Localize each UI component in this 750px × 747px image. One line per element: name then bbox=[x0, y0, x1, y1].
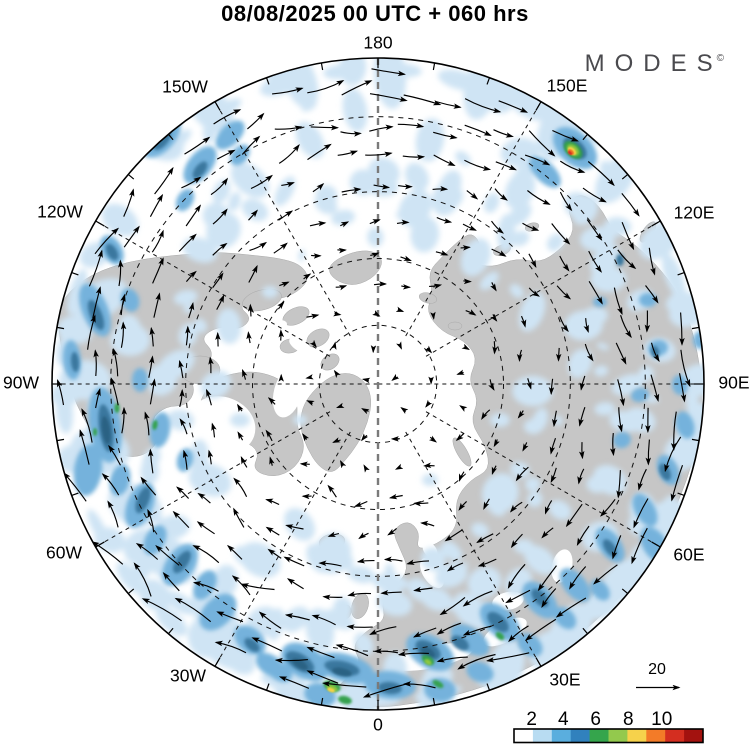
colorbar-segment bbox=[589, 729, 609, 743]
meridian-label-90E: 90E bbox=[718, 373, 749, 393]
modes-logo: MODES© bbox=[585, 50, 724, 78]
meridian-label-120E: 120E bbox=[674, 203, 715, 223]
meridian-label-0: 0 bbox=[373, 715, 383, 735]
meridian-labels: 180 150W 150E 120W 120E 90W 90E 60W 60E 30W 30E 0 bbox=[3, 33, 750, 735]
meridian-label-180: 180 bbox=[363, 33, 392, 53]
colorbar-tick-label: 2 bbox=[526, 709, 537, 730]
meridian-label-150W: 150W bbox=[162, 77, 208, 97]
sea-lake bbox=[291, 361, 319, 383]
wind-legend-value: 20 bbox=[648, 661, 666, 678]
colorbar-segment bbox=[514, 729, 534, 743]
colorbar-border bbox=[513, 728, 704, 744]
sea-lake bbox=[221, 513, 249, 527]
meridian-label-120W: 120W bbox=[37, 202, 83, 222]
colorbar-segment bbox=[684, 729, 704, 743]
wind-speed-legend: 20 bbox=[636, 661, 681, 691]
colorbar-segment bbox=[627, 729, 647, 743]
colorbar-tick-label: 6 bbox=[590, 709, 601, 730]
colorbar-tick-label: 10 bbox=[651, 709, 672, 730]
shade-8 bbox=[567, 150, 573, 156]
island bbox=[418, 292, 438, 304]
meridian-label-90W: 90W bbox=[3, 373, 39, 393]
colorbar-segment bbox=[532, 729, 553, 743]
sea-lake bbox=[289, 337, 311, 353]
wind-arrows-layer bbox=[57, 68, 691, 698]
shading-layer bbox=[52, 58, 704, 710]
colorbar-segment bbox=[608, 729, 628, 743]
meridian-label-60E: 60E bbox=[673, 545, 704, 565]
sea-lake bbox=[249, 319, 287, 341]
page-title: 08/08/2025 00 UTC + 060 hrs bbox=[221, 1, 529, 26]
island bbox=[452, 437, 472, 467]
colorbar-segment bbox=[665, 729, 685, 743]
modes-logo-text: MODES bbox=[584, 50, 723, 77]
copyright-icon: © bbox=[716, 53, 724, 64]
colorbar-segment bbox=[570, 729, 591, 743]
colorbar-tick-label: 4 bbox=[558, 709, 569, 730]
meridian-label-30E: 30E bbox=[549, 670, 580, 690]
colorbar-segment bbox=[551, 729, 572, 743]
colorbar-segment bbox=[646, 729, 666, 743]
map-rim bbox=[51, 57, 705, 711]
meridian-label-30W: 30W bbox=[170, 666, 206, 686]
graticule-layer bbox=[52, 58, 704, 710]
colorbar: 2 4 6 8 10 bbox=[513, 709, 704, 744]
meridian-label-60W: 60W bbox=[46, 543, 82, 563]
island bbox=[447, 321, 463, 331]
colorbar-tick-label: 8 bbox=[623, 709, 634, 730]
meridian-label-150E: 150E bbox=[547, 76, 588, 96]
